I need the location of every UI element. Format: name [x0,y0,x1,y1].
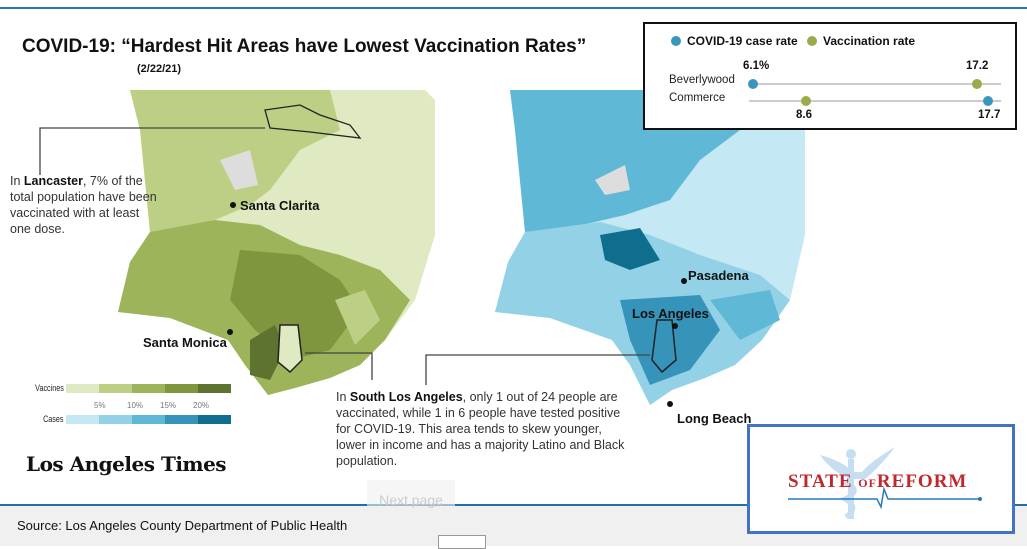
page-input[interactable] [438,535,486,549]
vaccines-swatch [198,384,231,393]
next-page-button[interactable]: Next page [367,480,455,516]
label-los-angeles: Los Angeles [632,306,709,321]
date-label: (2/22/21) [137,63,182,75]
city-dots [227,202,687,407]
commerce-vacc-point [801,96,811,106]
vaccination-dot-icon [807,36,817,46]
vaccines-swatch [99,384,132,393]
south-la-note: In South Los Angeles, only 1 out of 24 p… [336,390,625,468]
vaccines-scale [66,384,231,393]
cases-swatch [132,415,165,424]
label-santa-clarita: Santa Clarita [240,198,320,213]
vaccines-swatch [66,384,99,393]
callout-lines [39,127,650,385]
row-line [749,100,1001,102]
commerce-case-value: 17.7 [978,109,1001,121]
cases-map [495,90,805,405]
case-rate-dot-icon [671,36,681,46]
beverlywood-case-point [748,79,758,89]
la-times-logo: Los Angeles Times [26,452,227,476]
vaccines-swatch [165,384,198,393]
legend-vaccination-rate: Vaccination rate [807,34,915,48]
cases-scale-label: Cases [43,414,64,424]
legend-case-rate: COVID-19 case rate [671,34,798,48]
lancaster-note: In Lancaster, 7% of the total population… [10,174,157,236]
label-santa-monica: Santa Monica [143,335,227,350]
scale-tick: 20% [193,401,210,410]
state-of-reform-text: STATE OFREFORM [788,471,968,492]
row-label-commerce: Commerce [669,92,726,104]
scale-tick: 15% [160,401,177,410]
state-of-reform-logo: STATE OFREFORM [747,424,1015,534]
cases-swatch [66,415,99,424]
page-title: COVID-19: “Hardest Hit Areas have Lowest… [22,36,587,57]
beverlywood-case-value: 6.1% [743,60,770,72]
vaccines-scale-label: Vaccines [35,383,64,393]
source-text: Source: Los Angeles County Department of… [17,518,348,533]
commerce-case-point [983,96,993,106]
label-long-beach: Long Beach [677,411,752,426]
caduceus-icon [788,447,982,520]
row-line [749,83,1001,85]
beverlywood-vacc-value: 17.2 [966,60,989,72]
label-pasadena: Pasadena [688,268,749,283]
beverlywood-vacc-point [972,79,982,89]
cases-swatch [99,415,132,424]
vaccination-map [118,90,435,395]
cases-swatch [165,415,198,424]
scale-tick: 5% [94,401,106,410]
scale-tick: 10% [127,401,144,410]
commerce-vacc-value: 8.6 [796,109,812,121]
comparison-box: COVID-19 case rate Vaccination rate Beve… [643,22,1017,130]
row-label-beverlywood: Beverlywood [669,74,735,86]
cases-swatch [198,415,231,424]
top-border [0,7,1027,9]
vaccines-swatch [132,384,165,393]
cases-scale [66,415,231,424]
